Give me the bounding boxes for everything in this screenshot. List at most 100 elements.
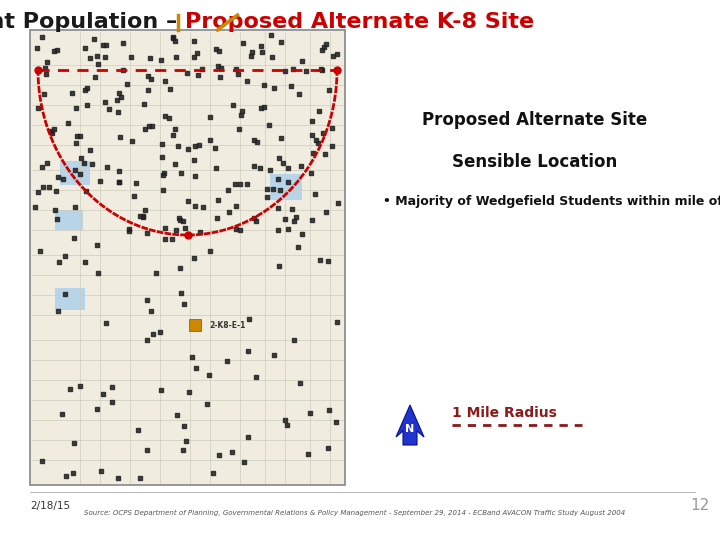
Point: [32, 44, 43, 52]
Point: [235, 179, 246, 188]
Point: [81, 101, 92, 110]
Point: [155, 327, 166, 336]
Point: [156, 153, 167, 161]
Point: [115, 92, 127, 101]
Point: [248, 161, 260, 170]
Point: [51, 45, 63, 54]
Point: [74, 170, 86, 179]
Point: [232, 70, 243, 79]
Point: [167, 32, 179, 41]
Point: [261, 192, 273, 201]
Point: [236, 106, 248, 115]
Bar: [60, 161, 90, 185]
Text: 2/18/15: 2/18/15: [30, 501, 70, 511]
Point: [141, 228, 153, 237]
Point: [117, 39, 128, 48]
Point: [266, 31, 277, 39]
Point: [74, 132, 86, 141]
Point: [71, 139, 82, 147]
Point: [292, 243, 304, 252]
Point: [75, 154, 86, 163]
Point: [310, 190, 321, 198]
Point: [171, 410, 183, 419]
Point: [40, 70, 52, 79]
Point: [264, 165, 276, 174]
Point: [190, 363, 202, 372]
Point: [123, 227, 135, 235]
Point: [242, 347, 253, 355]
Point: [234, 226, 246, 234]
Point: [32, 104, 44, 112]
Point: [180, 437, 192, 445]
Text: Sensible Location: Sensible Location: [452, 153, 618, 171]
Point: [158, 168, 170, 177]
Point: [132, 426, 144, 434]
Point: [32, 187, 43, 196]
Point: [167, 33, 179, 42]
Point: [70, 103, 81, 112]
Point: [226, 448, 238, 456]
Point: [156, 56, 167, 65]
Point: [272, 174, 284, 183]
Bar: [55, 210, 83, 230]
Point: [242, 76, 253, 85]
Point: [250, 217, 261, 226]
Point: [192, 70, 204, 79]
Point: [169, 37, 181, 45]
Point: [169, 160, 181, 168]
Point: [53, 258, 65, 266]
Point: [197, 64, 208, 73]
Text: 2-K8-E-1: 2-K8-E-1: [209, 321, 246, 329]
Point: [230, 180, 241, 188]
Point: [60, 472, 71, 481]
Point: [67, 468, 78, 477]
Point: [177, 446, 189, 455]
Point: [175, 288, 186, 297]
Point: [103, 105, 114, 113]
Point: [297, 57, 308, 65]
Point: [78, 159, 89, 167]
Point: [160, 235, 171, 244]
Point: [52, 307, 63, 316]
Point: [315, 65, 327, 73]
Point: [261, 185, 273, 193]
Point: [295, 162, 307, 171]
Point: [92, 268, 104, 277]
Point: [178, 421, 189, 430]
Point: [238, 38, 249, 47]
Point: [41, 159, 53, 167]
Point: [46, 128, 58, 137]
Point: [107, 382, 118, 391]
Point: [215, 73, 226, 82]
Point: [166, 234, 177, 243]
Point: [306, 168, 318, 177]
Point: [203, 371, 215, 380]
Point: [142, 85, 153, 94]
Point: [256, 48, 268, 57]
Point: [186, 353, 198, 361]
Point: [276, 38, 287, 46]
Point: [210, 45, 222, 53]
Point: [174, 264, 186, 273]
Point: [45, 127, 57, 136]
Point: [53, 173, 64, 181]
Point: [182, 196, 194, 205]
Point: [167, 131, 179, 139]
Point: [272, 204, 284, 212]
Point: [327, 124, 338, 132]
Point: [58, 174, 69, 183]
Point: [80, 43, 91, 52]
Point: [101, 319, 112, 328]
Point: [307, 149, 318, 158]
Point: [139, 125, 150, 133]
Point: [330, 50, 342, 59]
Point: [212, 195, 224, 204]
Point: [319, 150, 330, 158]
Point: [106, 398, 117, 407]
Point: [182, 145, 194, 153]
Point: [175, 168, 186, 177]
Point: [287, 65, 299, 73]
Point: [179, 224, 191, 233]
Point: [274, 186, 286, 195]
Point: [213, 46, 225, 55]
